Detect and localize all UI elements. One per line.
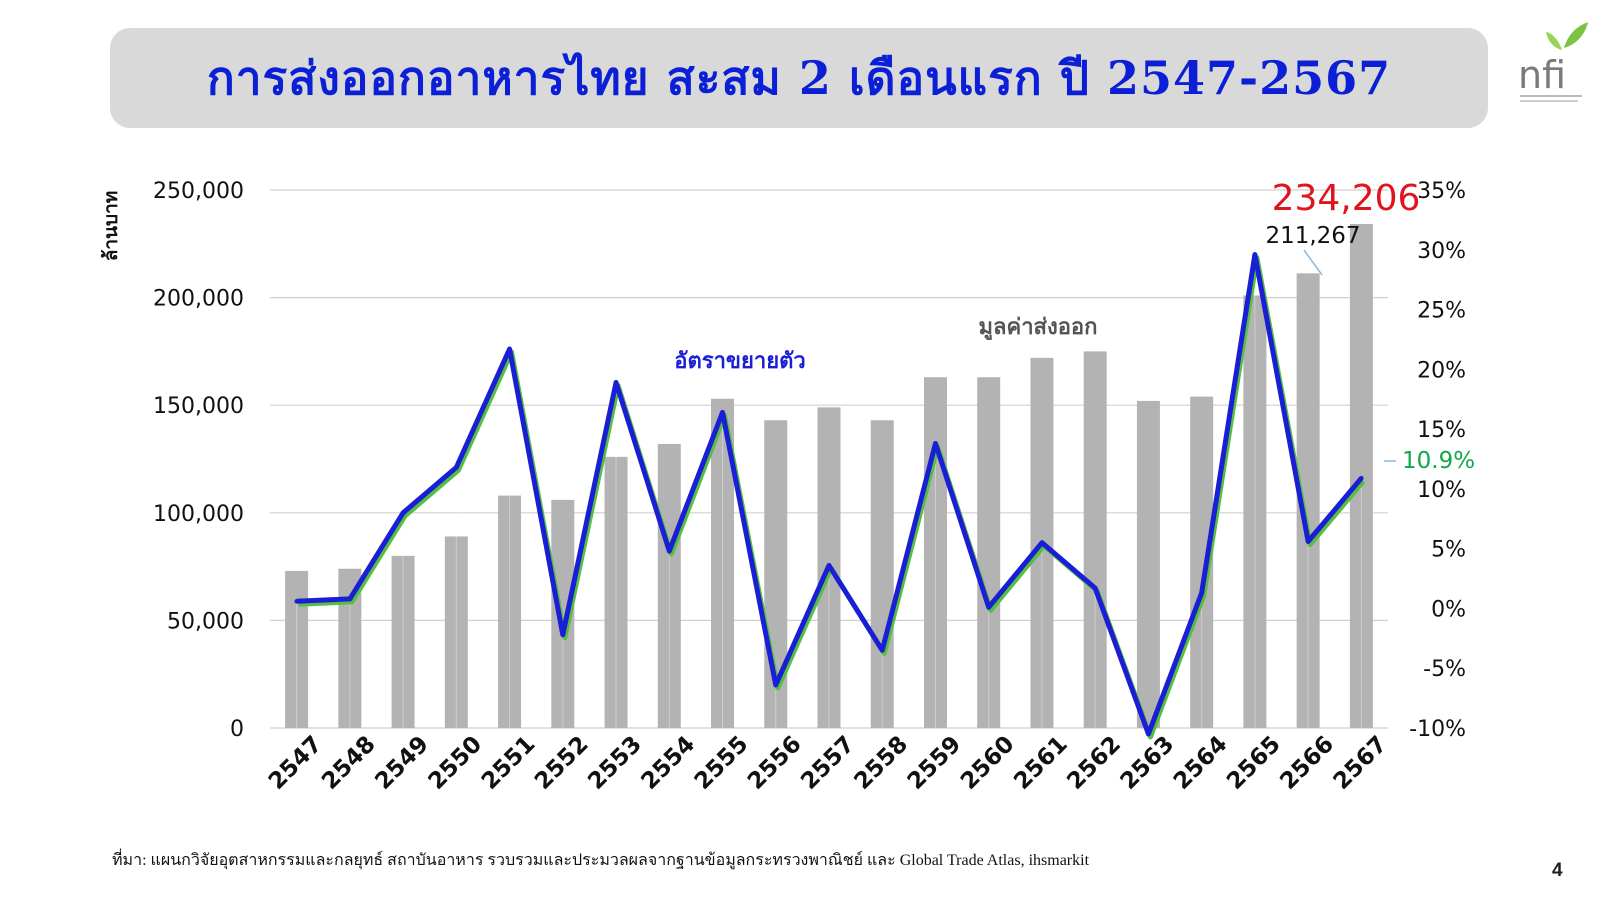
growth-point-2555 bbox=[720, 410, 725, 415]
x-tick-label: 2559 bbox=[903, 731, 967, 795]
x-tick-label: 2550 bbox=[424, 731, 488, 795]
bar-2548 bbox=[338, 568, 362, 728]
bar-2553 bbox=[604, 456, 628, 728]
x-tick-label: 2549 bbox=[370, 731, 434, 795]
bar-2550 bbox=[444, 536, 468, 728]
page-number: 4 bbox=[1552, 860, 1563, 881]
y2-tick-label: 0% bbox=[1431, 597, 1466, 622]
x-tick-label: 2552 bbox=[530, 731, 594, 795]
series-label-growth: อัตราขยายตัว bbox=[674, 349, 805, 374]
y2-tick-label: 15% bbox=[1417, 418, 1466, 443]
x-tick-label: 2547 bbox=[264, 731, 328, 795]
x-tick-label: 2565 bbox=[1222, 731, 1286, 795]
growth-point-2552 bbox=[560, 632, 566, 637]
growth-point-2550 bbox=[454, 465, 459, 470]
growth-point-2554 bbox=[667, 548, 672, 554]
source-note: ที่มา: แผนกวิจัยอุตสาหกรรมและกลยุทธ์ สถา… bbox=[112, 852, 1090, 869]
growth-point-2563 bbox=[1146, 731, 1151, 737]
growth-point-2565 bbox=[1252, 252, 1258, 257]
y-tick-label: 250,000 bbox=[153, 179, 244, 204]
growth-point-2562 bbox=[1092, 585, 1098, 591]
logo-text: nfi bbox=[1518, 53, 1566, 97]
bar-2547 bbox=[285, 570, 309, 728]
x-tick-label: 2564 bbox=[1169, 731, 1233, 795]
y-tick-label: 200,000 bbox=[153, 287, 244, 312]
x-tick-label: 2558 bbox=[849, 731, 913, 795]
bar-2555 bbox=[711, 398, 735, 728]
x-tick-label: 2555 bbox=[690, 731, 754, 795]
bar-2560 bbox=[977, 377, 1001, 728]
bar-2554 bbox=[657, 443, 681, 728]
y-tick-label: 150,000 bbox=[153, 394, 244, 419]
bar-2558 bbox=[870, 420, 894, 728]
y-tick-label: 100,000 bbox=[153, 502, 244, 527]
line-series bbox=[294, 252, 1366, 740]
data-label-2566: 211,267 bbox=[1265, 223, 1360, 249]
growth-point-2559 bbox=[933, 441, 938, 446]
page-title: การส่งออกอาหารไทย สะสม 2 เดือนแรก ปี 254… bbox=[206, 50, 1392, 105]
growth-point-2558 bbox=[880, 648, 885, 653]
growth-point-2557 bbox=[826, 563, 832, 568]
title-banner: การส่งออกอาหารไทย สะสม 2 เดือนแรก ปี 254… bbox=[110, 28, 1488, 128]
y2-tick-label: 30% bbox=[1417, 239, 1466, 264]
growth-point-2549 bbox=[400, 510, 406, 515]
bar-2562 bbox=[1083, 351, 1107, 728]
growth-point-2567 bbox=[1359, 475, 1364, 481]
y-axis-title: ล้านบาท bbox=[100, 191, 122, 262]
x-tick-label: 2554 bbox=[637, 731, 701, 795]
data-label-2567: 234,206 bbox=[1272, 178, 1421, 219]
growth-point-2548 bbox=[347, 596, 353, 602]
leader-2566 bbox=[1303, 249, 1323, 276]
bar-2566 bbox=[1296, 273, 1320, 728]
x-tick-label: 2566 bbox=[1275, 731, 1339, 795]
x-tick-label: 2548 bbox=[317, 731, 381, 795]
y2-tick-label: 25% bbox=[1417, 299, 1466, 324]
y2-tick-label: -5% bbox=[1423, 657, 1466, 682]
growth-point-2560 bbox=[986, 605, 991, 610]
x-tick-label: 2562 bbox=[1062, 731, 1126, 795]
growth-point-2556 bbox=[773, 682, 778, 688]
bar-2549 bbox=[391, 555, 415, 728]
y-tick-label: 0 bbox=[230, 717, 244, 742]
leaf-icon bbox=[1564, 22, 1588, 48]
growth-point-2547 bbox=[294, 599, 299, 604]
series-label-value: มูลค่าส่งออก bbox=[979, 315, 1098, 341]
bar-series bbox=[285, 223, 1373, 728]
y2-tick-label: 5% bbox=[1431, 538, 1466, 563]
x-axis: 2547254825492550255125522553255425552556… bbox=[264, 731, 1392, 795]
y-axis-right: -10% -5% 0% 5% 10% 15% 20% 25% 30% 35% bbox=[1409, 179, 1466, 742]
bar-2564 bbox=[1190, 396, 1214, 728]
bar-2551 bbox=[498, 495, 522, 728]
x-tick-label: 2553 bbox=[583, 731, 647, 795]
x-tick-label: 2551 bbox=[477, 731, 541, 795]
growth-point-2564 bbox=[1199, 590, 1204, 596]
growth-point-2561 bbox=[1039, 540, 1045, 545]
x-tick-label: 2561 bbox=[1009, 731, 1073, 795]
growth-point-2553 bbox=[613, 380, 619, 385]
bar-2565 bbox=[1243, 295, 1267, 728]
x-tick-label: 2567 bbox=[1329, 731, 1393, 795]
y-axis-left: 0 50,000 100,000 150,000 200,000 250,000 bbox=[153, 179, 244, 742]
data-label-growth-2567: 10.9% bbox=[1402, 448, 1475, 474]
x-tick-label: 2560 bbox=[956, 731, 1020, 795]
nfi-logo: nfi bbox=[1518, 22, 1588, 102]
y2-tick-label: 10% bbox=[1417, 478, 1466, 503]
growth-point-2566 bbox=[1305, 539, 1311, 544]
bar-2563 bbox=[1136, 400, 1160, 728]
x-tick-label: 2557 bbox=[796, 731, 860, 795]
growth-point-2551 bbox=[507, 346, 512, 352]
x-tick-label: 2556 bbox=[743, 731, 807, 795]
y2-tick-label: 35% bbox=[1417, 179, 1466, 204]
y2-tick-label: 20% bbox=[1417, 358, 1466, 383]
y-tick-label: 50,000 bbox=[167, 609, 244, 634]
x-tick-label: 2563 bbox=[1116, 731, 1180, 795]
y2-tick-label: -10% bbox=[1409, 717, 1466, 742]
